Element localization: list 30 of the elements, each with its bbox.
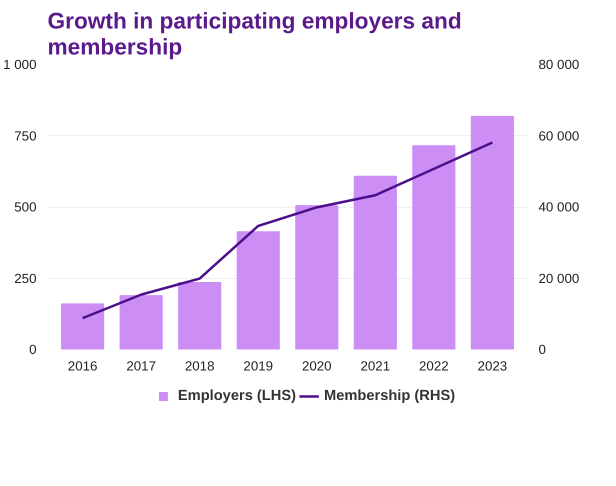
line-series [81, 141, 494, 320]
x-tick-label: 2017 [126, 358, 156, 374]
x-tick-label: 2023 [478, 358, 508, 374]
y-tick-label: 0 [29, 342, 37, 357]
x-tick-label: 2021 [360, 358, 390, 374]
x-tick-label: 2019 [243, 358, 274, 374]
y-tick-label: 750 [14, 128, 37, 144]
x-tick-label: 2016 [68, 358, 98, 374]
bar [178, 282, 222, 350]
bar [61, 303, 104, 350]
bar [120, 295, 163, 350]
bar [236, 231, 280, 350]
x-tick-label: 2020 [302, 358, 332, 374]
y-tick-label: 250 [14, 270, 37, 286]
x-tick-label: 2018 [184, 358, 215, 374]
y2-tick-label: 0 [538, 342, 546, 357]
y-tick-label: 500 [14, 200, 37, 214]
y2-tick-label: 40 000 [538, 200, 580, 214]
chart-title: Growth in participating employers and membership [48, 8, 462, 60]
bar [295, 205, 338, 350]
legend-label: Employers (LHS) [178, 388, 296, 404]
y2-tick-label: 60 000 [538, 128, 580, 144]
bar [354, 176, 397, 350]
y2-tick-label: 20 000 [538, 270, 580, 286]
y-tick-label: 1 000 [3, 57, 37, 72]
legend-label: Membership (RHS) [324, 388, 456, 404]
y2-tick-label: 80 000 [538, 57, 580, 72]
x-tick-label: 2022 [419, 358, 449, 374]
bar [412, 145, 456, 350]
bar [470, 116, 514, 350]
